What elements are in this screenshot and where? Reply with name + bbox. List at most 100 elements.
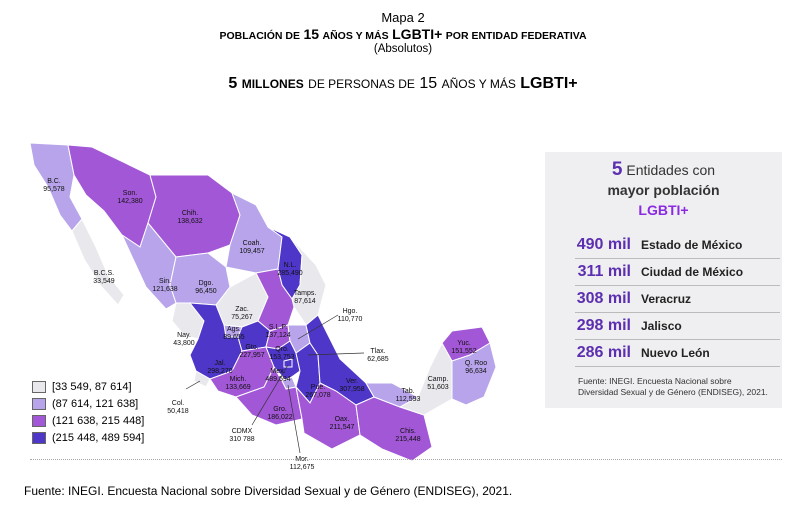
label-tamps: Tamps. 87,614 [294,290,317,305]
title-lgbti: LGBTI+ [392,26,443,42]
headline-number: 5 [228,75,238,92]
label-cdmx: CDMX 310 788 [229,428,254,443]
panel-number: 5 [611,159,623,180]
headline-lgbti: LGBTI+ [520,75,578,92]
legend-row: (121 638, 215 448] [32,412,144,429]
leader-tlax [307,352,365,356]
title-number: 15 [303,26,320,42]
panel-line3: LGBTI+ [638,202,689,218]
divider [30,459,782,460]
state-dgo[interactable] [169,252,231,306]
map-label: Mapa 2 [381,10,425,25]
panel-row: 286 mil Nuevo León [545,341,782,367]
label-mich: Mich. 133,669 [225,376,250,391]
label-oax: Oax. 211,547 [330,416,355,431]
row-name: Veracruz [641,291,692,306]
label-jal: Jal. 298,270 [207,360,232,375]
footer-source: Fuente: INEGI. Encuesta Nacional sobre D… [24,484,513,498]
legend-label: (121 638, 215 448] [52,414,145,427]
row-name: Jalisco [641,318,682,333]
label-tlax: Tlax. 62,685 [367,348,389,363]
row-divider [575,285,780,286]
leader-cdmx [251,364,289,426]
row-name: Estado de México [641,237,743,252]
panel-row: 490 mil Estado de México [545,233,782,259]
top-states-panel: 5 Entidades con mayor población LGBTI+ 4… [545,152,782,408]
panel-heading: 5 Entidades con mayor población LGBTI+ [545,160,782,220]
label-yuc: Yuc. 151,552 [451,340,476,355]
state-tamps[interactable] [289,236,327,326]
leader-hgo [297,314,339,340]
label-chis: Chis. 215,448 [395,428,420,443]
label-gto: Gto. 227,957 [239,344,264,359]
panel-line2: mayor población [607,182,720,198]
headline: 5 millones de personas de 15 años y más … [0,75,806,93]
map-title: Población de 15 años y más LGBTI+ por en… [0,26,806,42]
map-subtitle: (Absolutos) [373,43,433,55]
legend-row: (87 614, 121 638] [32,395,144,412]
row-value: 311 mil [577,262,631,280]
legend-swatch [32,431,46,444]
label-camp: Camp. 51,603 [427,376,449,391]
label-coah: Coah. 109,457 [239,240,264,255]
row-divider [575,366,780,367]
row-value: 286 mil [576,343,631,361]
label-ver: Ver. 307,958 [339,378,364,393]
label-sin: Sin. 121,638 [152,278,177,293]
label-nay: Nay. 43,800 [173,332,195,347]
legend-swatch [32,380,46,393]
row-divider [575,339,780,340]
mexico-map: B.C. 95,578 Son. 142,380 Chih. 138,632 Coah… [29,142,497,471]
label-bcs: B.C.S. 33,549 [93,270,115,285]
panel-line1: Entidades con [626,162,716,178]
label-zac: Zac. 75,267 [231,306,253,321]
state-slp[interactable] [255,268,295,332]
label-dgo: Dgo. 96,450 [195,280,217,295]
label-ags: Ags. 89,655 [223,326,245,341]
row-divider [575,258,780,259]
row-name: Nuevo León [641,345,710,360]
label-mex: Mex. 489,594 [265,368,290,383]
map-legend: [33 549, 87 614] (87 614, 121 638] (121 … [32,378,144,446]
label-chih: Chih. 138,632 [177,210,202,225]
row-value: 298 mil [576,316,631,334]
state-bcs[interactable] [71,218,125,306]
label-nl: N.L. 285,490 [277,262,302,277]
label-tab: Tab. 112,593 [396,388,421,403]
row-value: 490 mil [576,235,631,253]
leader-mor [287,384,301,454]
label-col: Col. 50,418 [167,400,189,415]
legend-label: [33 549, 87 614] [52,380,132,393]
headline-mid2: años y más [441,77,516,91]
panel-row: 308 mil Veracruz [545,287,782,313]
label-slp: S.L.P. 137,124 [265,324,290,339]
legend-row: [33 549, 87 614] [32,378,144,395]
label-bc: B.C. 95,578 [43,178,65,193]
panel-row: 298 mil Jalisco [545,314,782,340]
title-part1: Población de [219,30,300,42]
row-divider [575,312,780,313]
panel-source: Fuente: INEGI. Encuesta Nacional sobre D… [578,376,768,397]
row-name: Ciudad de México [641,264,744,279]
label-hgo: Hgo. 110,770 [338,308,363,323]
title-part2: años y más [322,30,389,42]
legend-swatch [32,397,46,410]
legend-swatch [32,414,46,427]
state-qroo[interactable] [451,342,497,406]
state-cdmx[interactable] [283,358,293,368]
label-qro: Qro. 153,753 [269,346,294,361]
label-qroo: Q. Roo 96,634 [465,360,487,375]
state-col[interactable] [193,370,211,388]
headline-15: 15 [419,75,438,92]
leader-col [185,380,201,390]
state-chih[interactable] [147,174,241,258]
headline-millones: millones [241,77,304,91]
title-part3: por entidad federativa [445,30,587,42]
label-gro: Gro. 186,022 [267,406,292,421]
legend-row: (215 448, 489 594] [32,429,144,446]
row-value: 308 mil [576,289,631,307]
legend-label: (215 448, 489 594] [52,431,145,444]
headline-mid: de personas de [308,77,415,91]
legend-label: (87 614, 121 638] [52,397,139,410]
label-pue: Pue. 267,078 [305,384,330,399]
